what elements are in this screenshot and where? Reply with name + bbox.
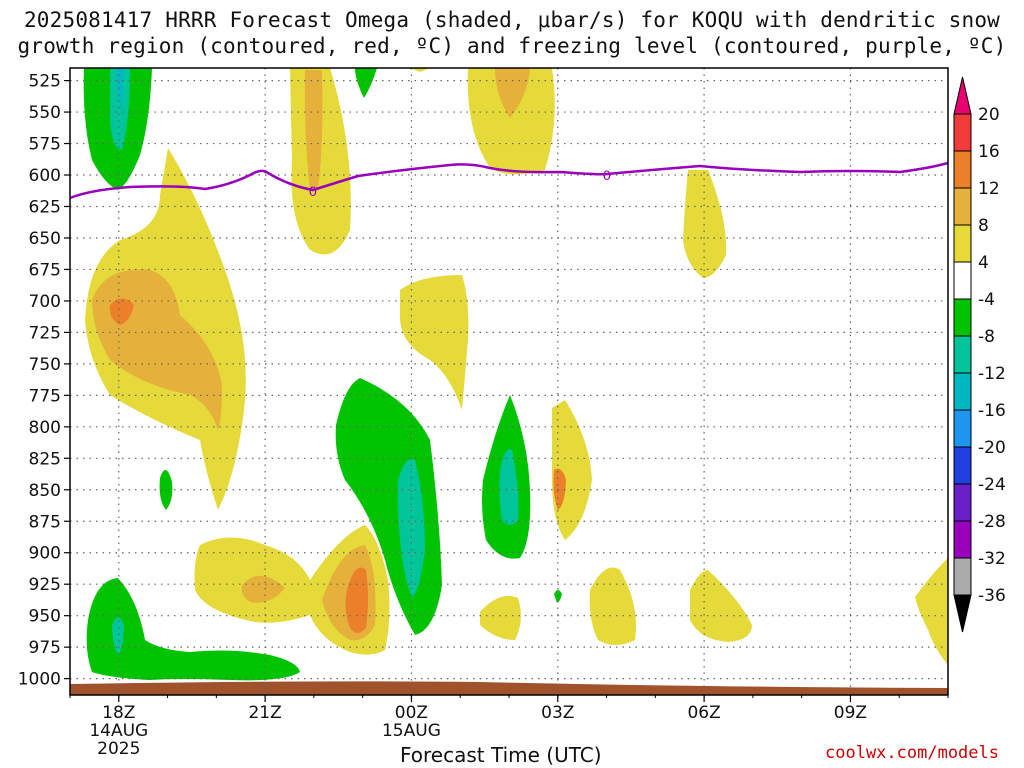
chart-title-line2: growth region (contoured, red, ºC) and f… (17, 34, 1007, 58)
y-tick-label: 625 (29, 197, 61, 217)
omega-yellow-region (552, 400, 592, 540)
x-tick-sublabel: 15AUG (382, 721, 441, 741)
omega-orange-region (345, 567, 368, 633)
colorbar-label: 12 (978, 179, 1000, 199)
colorbar-label: 16 (978, 142, 1000, 162)
omega-negative-shading (83, 68, 562, 681)
omega-yellow-region (467, 68, 555, 175)
y-tick-label: 1000 (18, 670, 61, 690)
colorbar-label: -32 (978, 549, 1006, 569)
y-tick-label: 600 (29, 166, 61, 186)
y-tick-label: 975 (29, 638, 61, 658)
omega-teal-region (110, 68, 130, 150)
omega-yellow-region (915, 558, 948, 665)
x-tick-label: 00Z (395, 703, 428, 723)
y-tick-label: 575 (29, 135, 61, 155)
x-tick-label: 06Z (687, 703, 720, 723)
y-tick-label: 650 (29, 229, 61, 249)
y-tick-label: 550 (29, 103, 61, 123)
colorbar-bottom-arrow (953, 594, 972, 633)
y-tick-label: 525 (29, 72, 61, 92)
y-tick-label: 900 (29, 544, 61, 564)
omega-gold-region (241, 575, 285, 603)
colorbar-label: -16 (978, 401, 1006, 421)
x-tick-label: 09Z (834, 703, 867, 723)
colorbar-label: 4 (978, 253, 989, 273)
y-tick-label: 750 (29, 355, 61, 375)
colorbar-swatch (953, 224, 972, 263)
x-tick-label: 21Z (248, 703, 281, 723)
colorbar-swatch (953, 150, 972, 189)
omega-green-region (554, 590, 562, 603)
omega-yellow-region (410, 68, 430, 72)
y-tick-label: 675 (29, 260, 61, 280)
colorbar-swatch (953, 409, 972, 448)
x-tick-label: 03Z (541, 703, 574, 723)
omega-green-region (355, 68, 377, 98)
credit-link[interactable]: coolwx.com/models (825, 743, 999, 763)
colorbar-swatch (953, 520, 972, 559)
y-tick-label: 725 (29, 323, 61, 343)
y-tick-label: 775 (29, 386, 61, 406)
colorbar-label: 8 (978, 216, 989, 236)
colorbar-swatch (953, 335, 972, 374)
freezing-level-label: 0 (603, 167, 611, 183)
omega-yellow-region (400, 275, 469, 410)
y-tick-label: 800 (29, 418, 61, 438)
colorbar-label: -12 (978, 364, 1006, 384)
colorbar-swatch (953, 261, 972, 300)
omega-gold-region (304, 70, 323, 190)
omega-teal-region (397, 459, 425, 598)
colorbar-label: -4 (978, 290, 995, 310)
colorbar-swatch (953, 372, 972, 411)
colorbar-label: -28 (978, 512, 1006, 532)
colorbar-swatch (953, 113, 972, 152)
omega-yellow-region (589, 567, 636, 645)
colorbar-label: -8 (978, 327, 995, 347)
omega-positive-shading (85, 68, 948, 665)
y-axis: 525 550 575 600 625 650 675 700 725 750 775 800 825 8… (18, 72, 70, 690)
y-tick-label: 825 (29, 449, 61, 469)
omega-orange-region (553, 468, 566, 510)
x-axis-label: Forecast Time (UTC) (400, 743, 602, 767)
freezing-level-label: 0 (309, 183, 317, 199)
x-tick-sublabel: 14AUG (89, 721, 148, 741)
omega-green-region (86, 578, 301, 681)
colorbar-swatch (953, 298, 972, 337)
x-tick-label: 18Z (102, 703, 135, 723)
omega-green-region (159, 469, 173, 510)
colorbar-swatch (953, 483, 972, 522)
y-tick-label: 700 (29, 292, 61, 312)
omega-gold-region (495, 68, 530, 118)
omega-orange-region (109, 298, 134, 325)
omega-cyan-region (116, 68, 124, 110)
omega-teal-region (112, 617, 124, 655)
y-tick-label: 950 (29, 607, 61, 627)
omega-yellow-region (690, 570, 752, 642)
chart-title-line1: 2025081417 HRRR Forecast Omega (shaded, … (23, 8, 1001, 32)
y-tick-label: 850 (29, 481, 61, 501)
colorbar: 20 16 12 8 4 -4 -8 -12 -16 -20 -24 -28 -32 -36 (953, 76, 1006, 633)
colorbar-swatch (953, 446, 972, 485)
colorbar-label: -24 (978, 475, 1006, 495)
colorbar-label: -20 (978, 438, 1006, 458)
colorbar-label: 20 (978, 105, 1000, 125)
freezing-level-contour (69, 161, 949, 200)
colorbar-top-arrow (953, 76, 972, 115)
colorbar-label: -36 (978, 586, 1006, 606)
y-tick-label: 925 (29, 575, 61, 595)
terrain-fill (70, 681, 948, 695)
colorbar-swatch (953, 187, 972, 226)
x-tick-sublabel: 2025 (97, 739, 140, 759)
omega-yellow-region (480, 595, 521, 640)
colorbar-swatch (953, 557, 972, 596)
omega-teal-region (499, 449, 519, 525)
y-tick-label: 875 (29, 512, 61, 532)
